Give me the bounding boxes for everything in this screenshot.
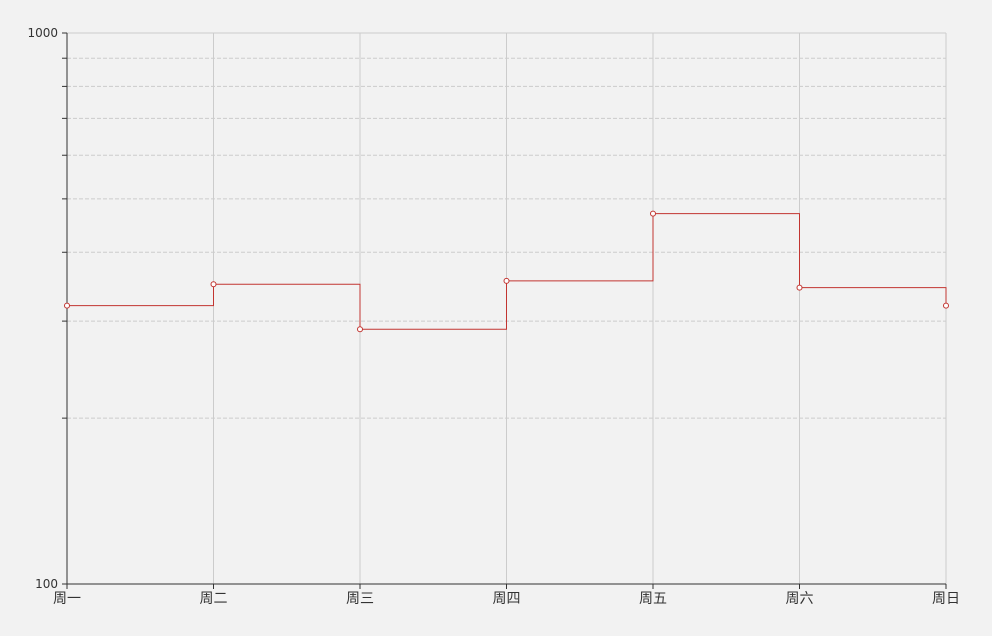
- data-point: [650, 210, 656, 217]
- data-point: [64, 302, 70, 309]
- x-tick-label: 周一: [53, 591, 81, 607]
- x-tick-label: 周五: [639, 591, 667, 607]
- x-tick-label: 周三: [346, 591, 374, 607]
- y-tick-label: 1000: [27, 26, 58, 40]
- data-point: [357, 326, 363, 333]
- data-point: [210, 281, 217, 288]
- x-tick-label: 周二: [200, 591, 228, 607]
- data-point: [796, 284, 803, 291]
- x-tick-label: 周四: [493, 591, 521, 607]
- data-point: [943, 302, 949, 309]
- y-tick-label: 100: [35, 577, 58, 591]
- label-layer: 100 1000 周一 周二 周三 周四 周五 周六 周日: [27, 26, 960, 607]
- x-tick-label: 周六: [786, 591, 814, 607]
- axis-layer: [62, 32, 947, 589]
- series-layer: [64, 210, 949, 333]
- x-tick-label: 周日: [932, 591, 960, 607]
- data-point: [503, 277, 510, 284]
